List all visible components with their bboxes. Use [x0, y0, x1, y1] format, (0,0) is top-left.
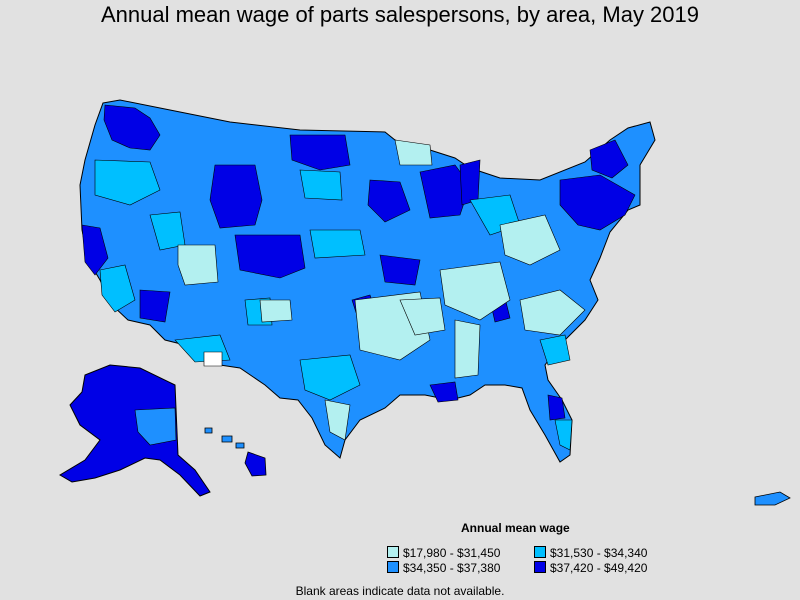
legend-item: $37,420 - $49,420	[534, 561, 647, 575]
map-title: Annual mean wage of parts salespersons, …	[100, 2, 700, 27]
legend-swatch	[387, 561, 399, 573]
legend-item: $31,530 - $34,340	[534, 546, 647, 560]
legend-item: $17,980 - $31,450	[387, 546, 500, 560]
legend-swatch	[534, 561, 546, 573]
legend-label: $31,530 - $34,340	[550, 546, 648, 560]
alaska-tier-3	[134, 407, 177, 446]
legend-label: $37,420 - $49,420	[550, 561, 648, 575]
legend-label: $34,350 - $37,380	[403, 561, 501, 575]
puerto-rico	[754, 491, 791, 506]
legend-item: $34,350 - $37,380	[387, 561, 500, 575]
alaska	[59, 364, 211, 497]
hawaii	[204, 427, 267, 477]
legend-swatch	[534, 546, 546, 558]
no-data-region	[203, 351, 223, 367]
legend-label: $17,980 - $31,450	[403, 546, 501, 560]
legend-swatch	[387, 546, 399, 558]
legend-title: Annual mean wage	[461, 521, 570, 535]
footnote: Blank areas indicate data not available.	[295, 584, 505, 598]
tier-1-regions	[177, 139, 586, 441]
